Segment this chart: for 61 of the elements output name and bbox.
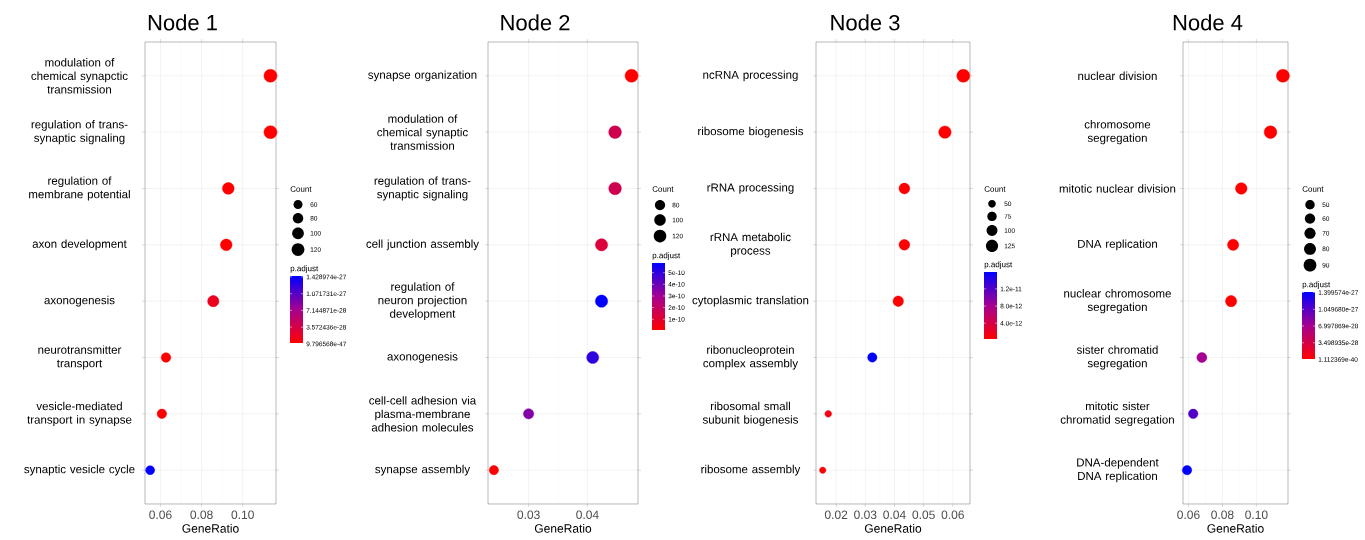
- x-tick-label: 0.05: [912, 510, 935, 520]
- y-tick-label: regulation of neuron projection development: [378, 282, 467, 321]
- x-axis-title: GeneRatio: [864, 523, 922, 533]
- y-tick-label: mitotic sister chromatid segregation: [1060, 401, 1174, 426]
- y-tick-label: vesicle-mediated transport in synapse: [27, 401, 132, 426]
- y-tick-label: regulation of membrane potential: [29, 176, 130, 201]
- y-tick-label: rRNA processing: [707, 183, 794, 194]
- y-tick-label: regulation of trans-synaptic signaling: [374, 176, 471, 201]
- legend-title: Count: [290, 186, 312, 192]
- x-tick-label: 0.04: [576, 510, 599, 520]
- chart-title: Node 2: [501, 14, 570, 31]
- y-tick-label: DNA-dependent DNA replication: [1077, 458, 1159, 483]
- y-tick-label: modulation of chemical synapctic transmission: [31, 58, 128, 94]
- y-tick-label: synapse assembly: [375, 464, 471, 476]
- color-bar-title: p.adjust: [290, 265, 319, 273]
- color-bar-title: p.adjust: [984, 261, 1013, 269]
- y-tick-label: nuclear division: [1078, 71, 1157, 81]
- y-tick-label: cytoplasmic translation: [692, 295, 809, 307]
- x-tick-label: 0.02: [824, 510, 848, 520]
- y-tick-label: axonogenesis: [44, 295, 115, 307]
- chart-title: Node 3: [831, 14, 900, 31]
- x-tick-label: 0.06: [1177, 510, 1200, 520]
- y-tick-label: synapse organization: [368, 70, 477, 82]
- x-tick-label: 0.06: [941, 510, 964, 520]
- chart-title: Node 4: [1173, 14, 1243, 31]
- x-tick-label: 0.03: [517, 510, 540, 520]
- x-tick-label: 0.03: [854, 510, 877, 520]
- y-tick-label: nuclear chromosome segregation: [1064, 289, 1171, 314]
- legend-title: Count: [652, 186, 674, 192]
- color-bar-title: p.adjust: [652, 252, 681, 260]
- legend-title: Count: [1302, 186, 1324, 192]
- y-tick-label: rRNA metabolic process: [710, 232, 791, 257]
- x-tick-label: 0.08: [190, 510, 213, 520]
- y-tick-label: axonogenesis: [387, 352, 458, 363]
- y-tick-label: sister chromatid segregation: [1076, 345, 1158, 370]
- x-tick-label: 0.10: [231, 510, 254, 520]
- x-tick-label: 0.04: [883, 510, 906, 520]
- y-tick-label: ribonucleoprotein complex assembly: [703, 345, 799, 370]
- y-tick-label: cell-cell adhesion via plasma-membrane adhesion molecules: [369, 396, 477, 432]
- x-tick-label: 0.10: [1245, 510, 1268, 520]
- x-tick-label: 0.08: [1211, 510, 1234, 520]
- y-tick-label: modulation of chemical synaptic transmission: [377, 114, 468, 150]
- y-tick-label: ribosome biogenesis: [698, 126, 804, 138]
- y-tick-label: axon development: [32, 239, 127, 251]
- y-tick-label: neurotransmitter transport: [38, 345, 122, 370]
- y-tick-label: ribosomal small subunit biogenesis: [702, 401, 798, 426]
- x-tick-label: 0.06: [149, 510, 172, 520]
- x-axis-title: GeneRatio: [182, 523, 239, 533]
- y-tick-label: chromosome segregation: [1084, 120, 1151, 145]
- y-tick-label: mitotic nuclear division: [1059, 184, 1176, 193]
- x-axis-title: GeneRatio: [534, 523, 592, 533]
- x-axis-title: GeneRatio: [1207, 523, 1264, 533]
- y-tick-label: regulation of trans-synaptic signaling: [31, 120, 128, 145]
- legend-title: Count: [984, 186, 1006, 192]
- y-tick-label: DNA replication: [1078, 239, 1157, 251]
- chart-title: Node 1: [148, 14, 217, 31]
- y-tick-label: ncRNA processing: [703, 70, 798, 82]
- y-tick-label: ribosome assembly: [701, 464, 801, 476]
- color-bar-title: p.adjust: [1302, 281, 1331, 289]
- y-tick-label: synaptic vesicle cycle: [24, 464, 135, 476]
- y-tick-label: cell junction assembly: [366, 239, 479, 251]
